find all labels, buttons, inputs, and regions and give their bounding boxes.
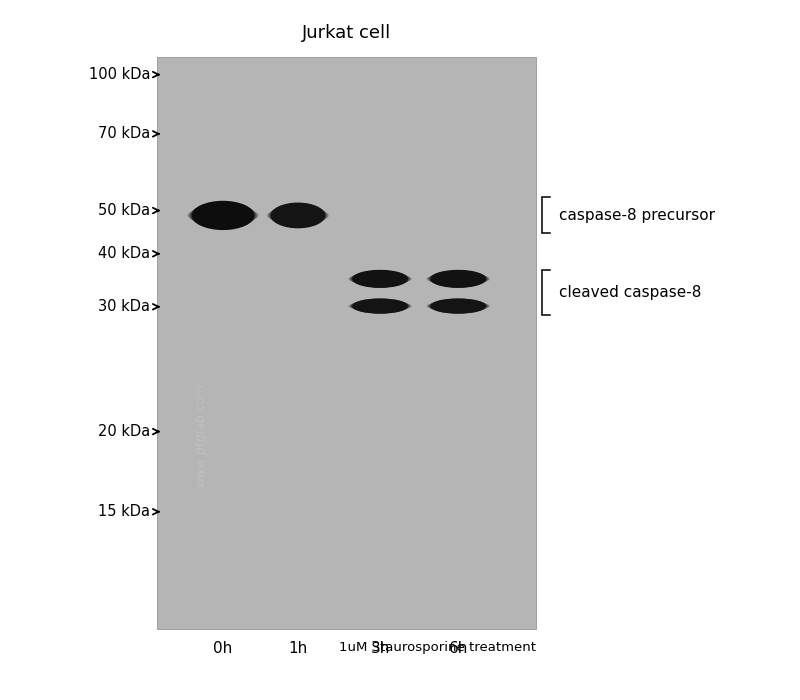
Ellipse shape	[186, 209, 260, 222]
Ellipse shape	[351, 271, 409, 286]
Ellipse shape	[350, 300, 410, 312]
Text: 0h: 0h	[214, 641, 233, 657]
Text: caspase-8 precursor: caspase-8 precursor	[559, 208, 715, 223]
Ellipse shape	[352, 298, 408, 314]
Ellipse shape	[268, 206, 328, 225]
Ellipse shape	[428, 300, 488, 312]
Ellipse shape	[269, 206, 327, 225]
Ellipse shape	[426, 275, 491, 283]
Ellipse shape	[429, 271, 487, 286]
Text: 15 kDa: 15 kDa	[98, 504, 150, 519]
Ellipse shape	[351, 300, 409, 313]
Ellipse shape	[270, 204, 326, 227]
Ellipse shape	[190, 204, 256, 227]
Ellipse shape	[350, 272, 410, 285]
Ellipse shape	[188, 206, 258, 225]
Ellipse shape	[352, 270, 408, 288]
Ellipse shape	[430, 299, 487, 313]
Ellipse shape	[190, 204, 257, 226]
Ellipse shape	[352, 270, 408, 288]
Ellipse shape	[266, 209, 330, 221]
Ellipse shape	[427, 301, 489, 311]
Text: 1h: 1h	[288, 641, 307, 657]
Ellipse shape	[188, 206, 258, 224]
Ellipse shape	[429, 300, 488, 312]
Ellipse shape	[426, 302, 490, 310]
Ellipse shape	[348, 274, 412, 284]
Ellipse shape	[348, 274, 412, 284]
Ellipse shape	[430, 299, 486, 314]
Ellipse shape	[269, 205, 327, 225]
Ellipse shape	[430, 271, 487, 287]
Text: www.ptglab.com: www.ptglab.com	[194, 382, 207, 486]
Ellipse shape	[268, 207, 328, 224]
Ellipse shape	[347, 302, 413, 309]
Ellipse shape	[348, 302, 412, 310]
Bar	[157, 57, 535, 629]
Text: 3h: 3h	[370, 641, 390, 657]
Ellipse shape	[190, 203, 256, 228]
Ellipse shape	[429, 272, 488, 286]
Ellipse shape	[187, 208, 259, 223]
Ellipse shape	[191, 202, 255, 229]
Ellipse shape	[189, 205, 257, 225]
Text: 70 kDa: 70 kDa	[98, 127, 150, 141]
Ellipse shape	[347, 275, 413, 283]
Ellipse shape	[426, 302, 490, 310]
Text: cleaved caspase-8: cleaved caspase-8	[559, 286, 702, 300]
Ellipse shape	[427, 302, 490, 311]
Text: 6h: 6h	[449, 641, 468, 657]
Ellipse shape	[350, 300, 410, 312]
Ellipse shape	[428, 272, 489, 285]
Ellipse shape	[267, 208, 329, 223]
Ellipse shape	[430, 298, 486, 314]
Ellipse shape	[428, 301, 489, 312]
Text: 50 kDa: 50 kDa	[98, 203, 150, 218]
Ellipse shape	[352, 299, 408, 314]
Ellipse shape	[348, 302, 412, 310]
Ellipse shape	[270, 204, 326, 226]
Text: 100 kDa: 100 kDa	[89, 67, 150, 82]
Ellipse shape	[349, 274, 411, 284]
Ellipse shape	[349, 302, 411, 311]
Ellipse shape	[349, 273, 411, 285]
Ellipse shape	[350, 272, 410, 286]
Ellipse shape	[430, 270, 486, 288]
Text: 30 kDa: 30 kDa	[98, 300, 150, 314]
Ellipse shape	[187, 207, 258, 223]
Ellipse shape	[351, 271, 409, 287]
Ellipse shape	[427, 273, 489, 285]
Ellipse shape	[429, 300, 487, 313]
Text: Jurkat cell: Jurkat cell	[302, 24, 391, 42]
Ellipse shape	[192, 201, 254, 230]
Ellipse shape	[428, 272, 488, 286]
Ellipse shape	[426, 274, 490, 284]
Text: 1uM Staurosporine treatment: 1uM Staurosporine treatment	[338, 641, 535, 654]
Ellipse shape	[351, 299, 409, 313]
Ellipse shape	[266, 209, 330, 222]
Ellipse shape	[427, 274, 490, 284]
Ellipse shape	[267, 209, 329, 223]
Text: 20 kDa: 20 kDa	[98, 424, 150, 439]
Ellipse shape	[270, 203, 326, 228]
Ellipse shape	[430, 270, 486, 288]
Ellipse shape	[191, 202, 254, 230]
Ellipse shape	[426, 274, 490, 284]
Text: 40 kDa: 40 kDa	[98, 246, 150, 261]
Ellipse shape	[349, 301, 411, 311]
Ellipse shape	[350, 301, 410, 312]
Ellipse shape	[426, 302, 491, 309]
Ellipse shape	[350, 272, 410, 286]
Ellipse shape	[271, 202, 325, 228]
